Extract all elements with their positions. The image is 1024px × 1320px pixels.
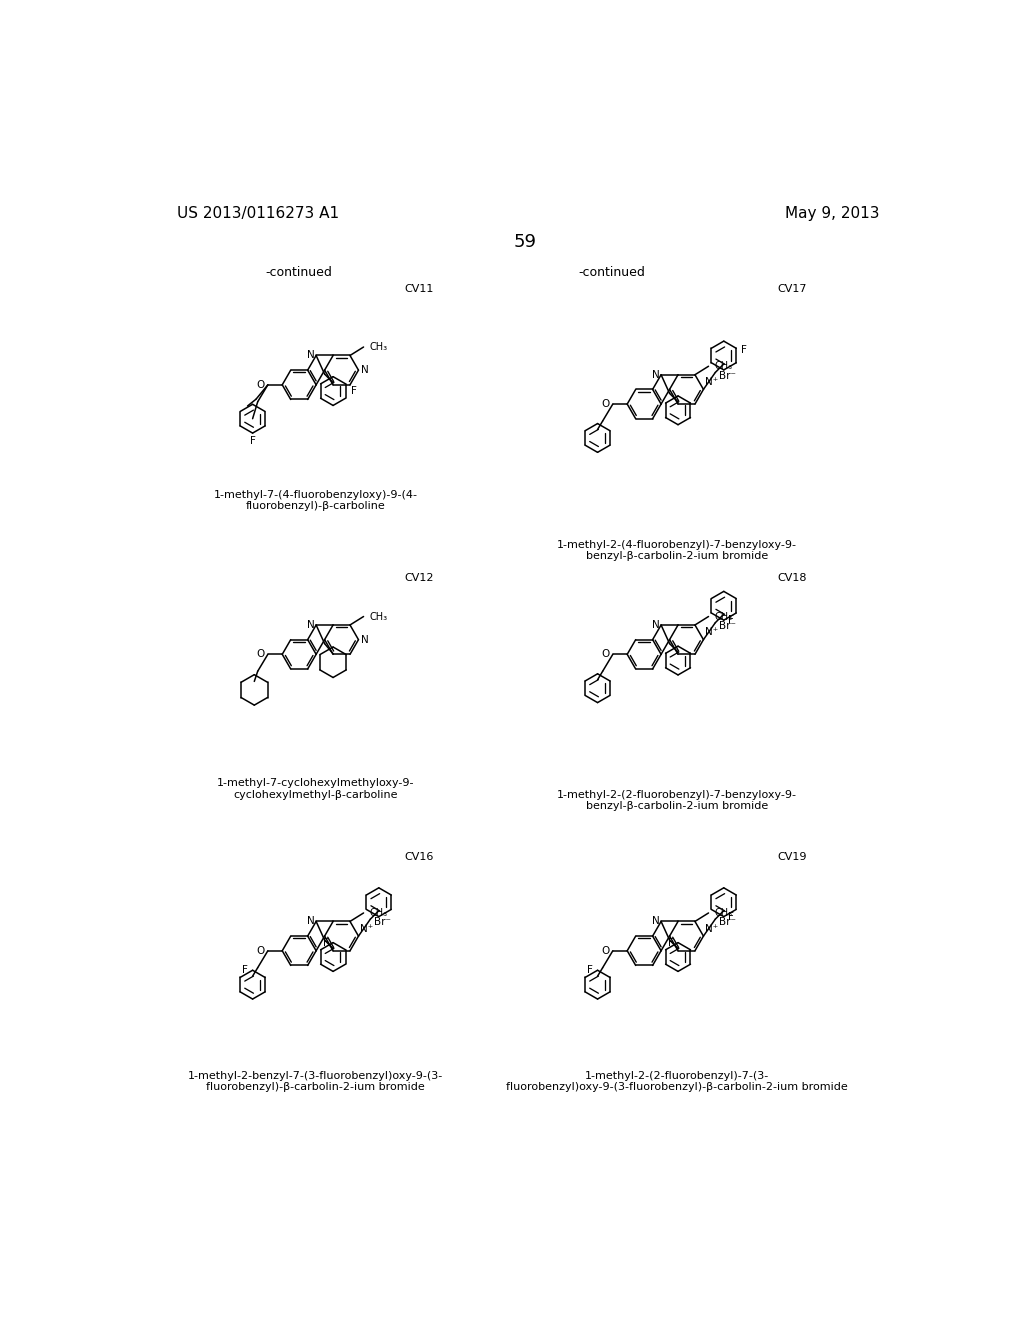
Text: F: F	[741, 346, 748, 355]
Text: Br⁻: Br⁻	[719, 917, 736, 927]
Text: O: O	[601, 945, 609, 956]
Text: N: N	[652, 916, 659, 927]
Text: F: F	[242, 965, 248, 975]
Text: CV16: CV16	[403, 851, 433, 862]
Text: N: N	[307, 351, 314, 360]
Text: 1-methyl-7-cyclohexylmethyloxy-9-
cyclohexylmethyl-β-carboline: 1-methyl-7-cyclohexylmethyloxy-9- cycloh…	[217, 779, 414, 800]
Text: Br⁻: Br⁻	[719, 371, 736, 380]
Text: US 2013/0116273 A1: US 2013/0116273 A1	[177, 206, 339, 222]
Text: N⁺: N⁺	[360, 924, 374, 933]
Text: N: N	[360, 366, 369, 375]
Text: 1-methyl-7-(4-fluorobenzyloxy)-9-(4-
fluorobenzyl)-β-carboline: 1-methyl-7-(4-fluorobenzyloxy)-9-(4- flu…	[213, 490, 418, 511]
Text: F: F	[323, 937, 329, 948]
Text: 1-methyl-2-(2-fluorobenzyl)-7-(3-
fluorobenzyl)oxy-9-(3-fluorobenzyl)-β-carbolin: 1-methyl-2-(2-fluorobenzyl)-7-(3- fluoro…	[507, 1071, 848, 1093]
Text: F: F	[728, 912, 734, 921]
Text: N⁺: N⁺	[705, 378, 718, 387]
Text: 1-methyl-2-benzyl-7-(3-fluorobenzyl)oxy-9-(3-
fluorobenzyl)-β-carbolin-2-ium bro: 1-methyl-2-benzyl-7-(3-fluorobenzyl)oxy-…	[187, 1071, 443, 1093]
Text: N: N	[307, 916, 314, 927]
Text: Br⁻: Br⁻	[374, 917, 391, 927]
Text: N⁺: N⁺	[705, 627, 718, 638]
Text: N: N	[307, 620, 314, 630]
Text: N: N	[360, 635, 369, 644]
Text: F: F	[728, 615, 734, 626]
Text: CV17: CV17	[777, 284, 807, 294]
Text: CV11: CV11	[403, 284, 433, 294]
Text: O: O	[257, 380, 265, 389]
Text: CH₃: CH₃	[370, 908, 388, 917]
Text: N⁺: N⁺	[705, 924, 718, 933]
Text: CH₃: CH₃	[370, 342, 388, 352]
Text: O: O	[601, 649, 609, 659]
Text: CH₃: CH₃	[715, 908, 733, 917]
Text: CH₃: CH₃	[370, 611, 388, 622]
Text: F: F	[587, 965, 593, 975]
Text: 1-methyl-2-(2-fluorobenzyl)-7-benzyloxy-9-
benzyl-β-carbolin-2-ium bromide: 1-methyl-2-(2-fluorobenzyl)-7-benzyloxy-…	[557, 789, 798, 812]
Text: CV19: CV19	[777, 851, 807, 862]
Text: CH₃: CH₃	[715, 611, 733, 622]
Text: F: F	[668, 937, 674, 948]
Text: N: N	[652, 370, 659, 380]
Text: F: F	[250, 436, 256, 446]
Text: N: N	[652, 620, 659, 630]
Text: O: O	[257, 945, 265, 956]
Text: O: O	[257, 649, 265, 659]
Text: 59: 59	[513, 232, 537, 251]
Text: CV12: CV12	[403, 573, 433, 583]
Text: Br⁻: Br⁻	[719, 620, 736, 631]
Text: CH₃: CH₃	[715, 362, 733, 371]
Text: -continued: -continued	[265, 265, 332, 279]
Text: May 9, 2013: May 9, 2013	[785, 206, 880, 222]
Text: CV18: CV18	[777, 573, 807, 583]
Text: -continued: -continued	[579, 265, 645, 279]
Text: 1-methyl-2-(4-fluorobenzyl)-7-benzyloxy-9-
benzyl-β-carbolin-2-ium bromide: 1-methyl-2-(4-fluorobenzyl)-7-benzyloxy-…	[557, 540, 798, 561]
Text: F: F	[350, 385, 356, 396]
Text: O: O	[601, 399, 609, 409]
